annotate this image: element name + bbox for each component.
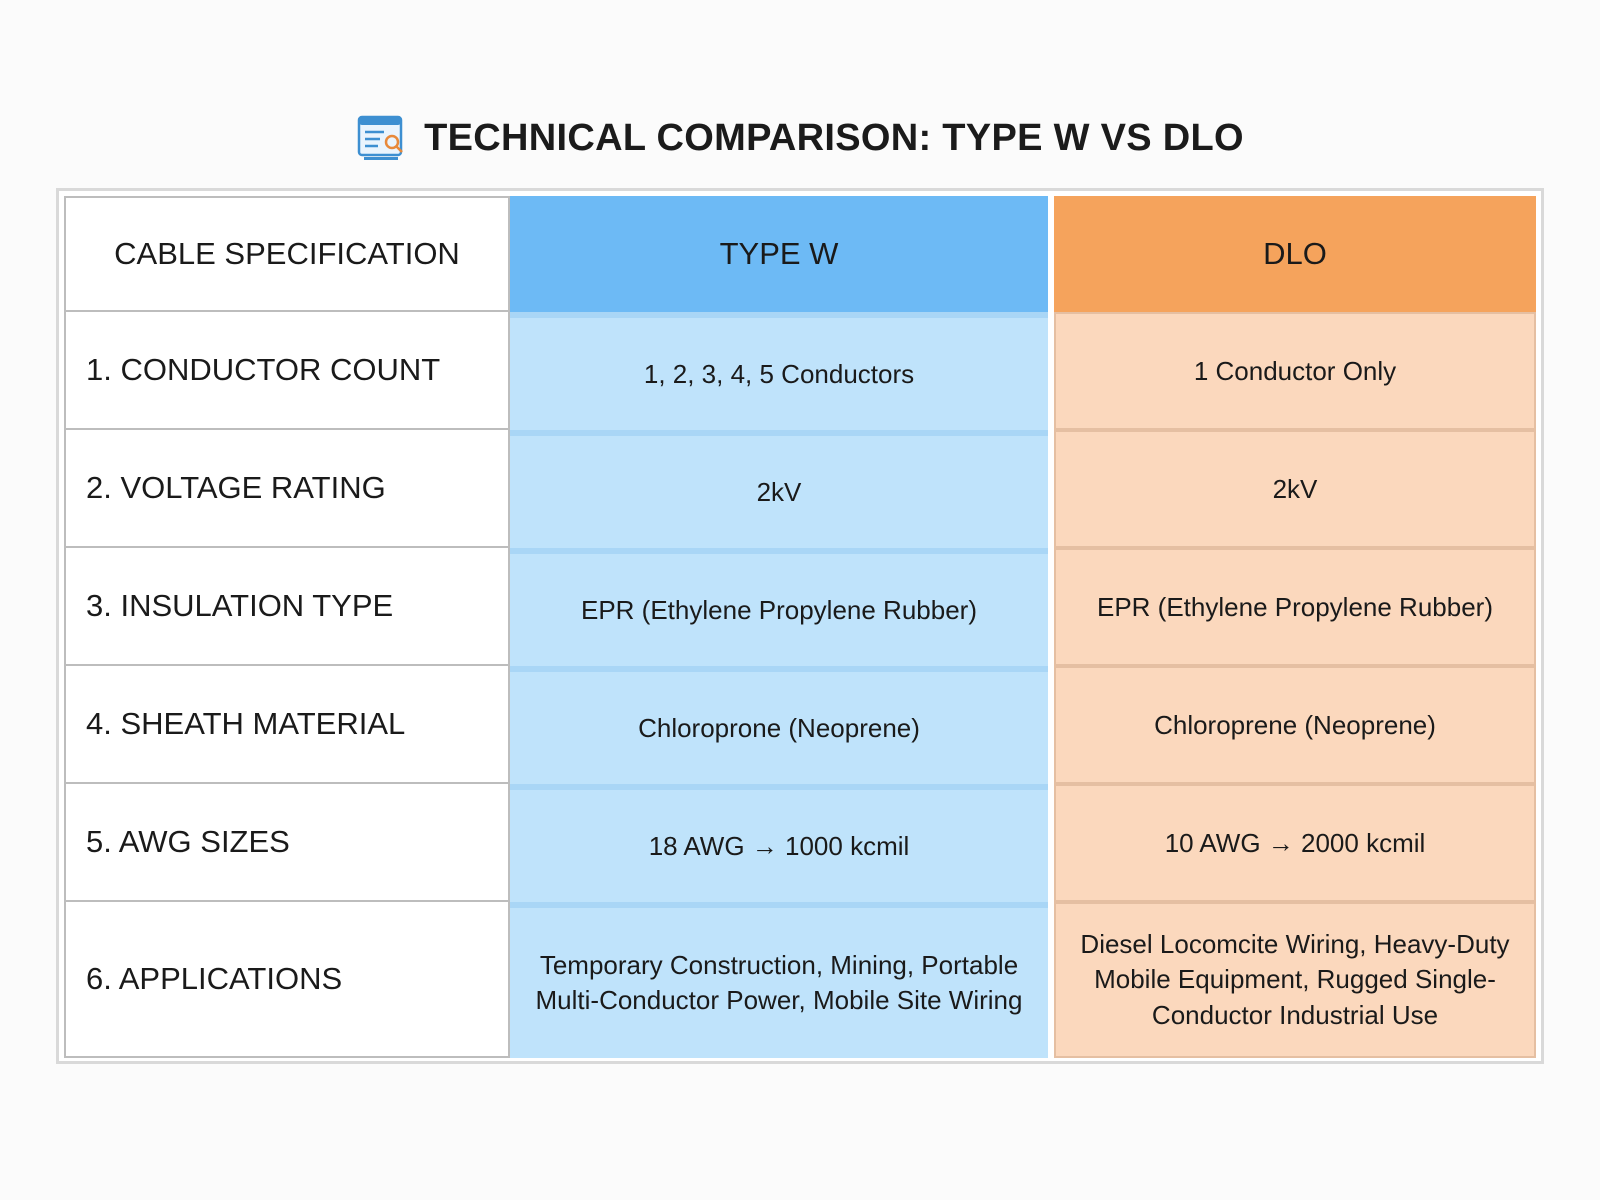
- spec-label: 1. CONDUCTOR COUNT: [64, 312, 510, 430]
- dlo-value: 10 AWG → 2000 kcmil: [1054, 784, 1536, 902]
- dlo-value: Diesel Locomcite Wiring, Heavy-Duty Mobi…: [1054, 902, 1536, 1058]
- spec-label: 4. SHEATH MATERIAL: [64, 666, 510, 784]
- comparison-table: CABLE SPECIFICATION TYPE W DLO 1. CONDUC…: [64, 196, 1536, 1058]
- spec-label: 5. AWG SIZES: [64, 784, 510, 902]
- spec-label: 2. VOLTAGE RATING: [64, 430, 510, 548]
- title-row: TECHNICAL COMPARISON: TYPE W VS DLO: [0, 112, 1600, 164]
- column-gap: [1048, 784, 1054, 902]
- type-w-value: 1, 2, 3, 4, 5 Conductors: [510, 312, 1048, 430]
- column-gap: [1048, 666, 1054, 784]
- dlo-value: 1 Conductor Only: [1054, 312, 1536, 430]
- type-w-value: EPR (Ethylene Propylene Rubber): [510, 548, 1048, 666]
- table-row: 1. CONDUCTOR COUNT 1, 2, 3, 4, 5 Conduct…: [64, 312, 1536, 430]
- spec-sheet-icon: [357, 115, 403, 160]
- table-row: 5. AWG SIZES 18 AWG → 1000 kcmil 10 AWG …: [64, 784, 1536, 902]
- header-dlo: DLO: [1054, 196, 1536, 312]
- table-row: 4. SHEATH MATERIAL Chloroprone (Neoprene…: [64, 666, 1536, 784]
- column-gap: [1048, 548, 1054, 666]
- header-cable-specification: CABLE SPECIFICATION: [64, 196, 510, 312]
- type-w-value: Chloroprone (Neoprene): [510, 666, 1048, 784]
- page-title: TECHNICAL COMPARISON: TYPE W VS DLO: [424, 116, 1244, 159]
- type-w-value: 2kV: [510, 430, 1048, 548]
- dlo-value: Chloroprene (Neoprene): [1054, 666, 1536, 784]
- column-gap: [1048, 902, 1054, 1058]
- type-w-value: Temporary Construction, Mining, Portable…: [510, 902, 1048, 1058]
- column-gap: [1048, 196, 1054, 312]
- header-row: CABLE SPECIFICATION TYPE W DLO: [64, 196, 1536, 312]
- spec-label: 3. INSULATION TYPE: [64, 548, 510, 666]
- spec-label: 6. APPLICATIONS: [64, 902, 510, 1058]
- column-gap: [1048, 312, 1054, 430]
- table-row: 6. APPLICATIONS Temporary Construction, …: [64, 902, 1536, 1058]
- table-row: 2. VOLTAGE RATING 2kV 2kV: [64, 430, 1536, 548]
- dlo-value: EPR (Ethylene Propylene Rubber): [1054, 548, 1536, 666]
- header-type-w: TYPE W: [510, 196, 1048, 312]
- type-w-value: 18 AWG → 1000 kcmil: [510, 784, 1048, 902]
- table-row: 3. INSULATION TYPE EPR (Ethylene Propyle…: [64, 548, 1536, 666]
- column-gap: [1048, 430, 1054, 548]
- dlo-value: 2kV: [1054, 430, 1536, 548]
